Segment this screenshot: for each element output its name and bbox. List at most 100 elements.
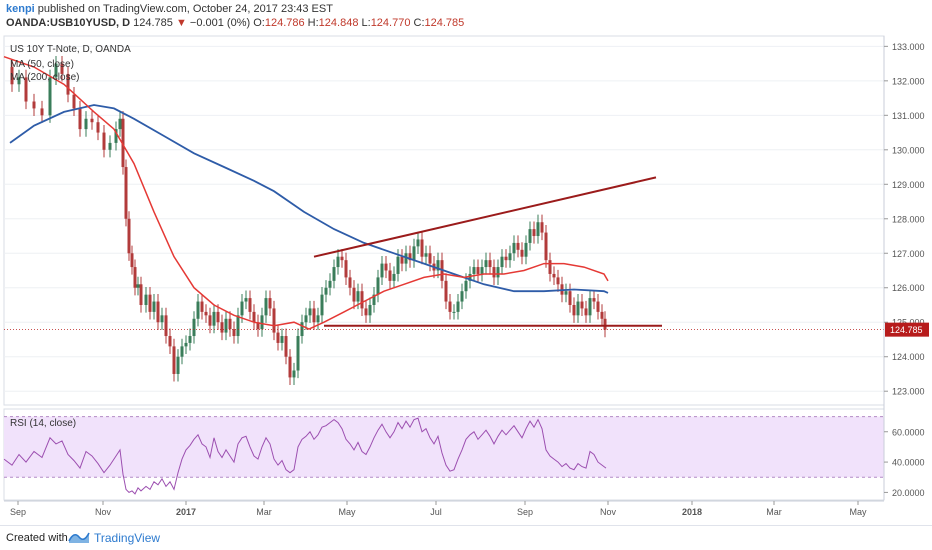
candle[interactable] — [102, 132, 106, 150]
candle[interactable] — [260, 315, 264, 330]
candle[interactable] — [416, 239, 420, 247]
candle[interactable] — [428, 253, 432, 264]
candle[interactable] — [144, 294, 148, 305]
candle[interactable] — [580, 301, 584, 309]
candle[interactable] — [476, 267, 480, 274]
candle[interactable] — [520, 249, 524, 257]
candle[interactable] — [10, 67, 14, 85]
candle[interactable] — [296, 336, 300, 371]
candle[interactable] — [420, 239, 424, 257]
candle[interactable] — [304, 315, 308, 323]
candle[interactable] — [172, 346, 176, 374]
candle[interactable] — [204, 311, 208, 316]
candle[interactable] — [78, 108, 82, 130]
candle[interactable] — [320, 294, 324, 316]
ma200-line[interactable] — [9, 104, 609, 294]
candle[interactable] — [264, 298, 268, 316]
candle[interactable] — [256, 322, 260, 330]
candle[interactable] — [424, 253, 428, 257]
candle[interactable] — [404, 253, 408, 264]
candle[interactable] — [240, 301, 244, 316]
tradingview-brand-link[interactable]: TradingView — [94, 531, 161, 545]
candle[interactable] — [488, 260, 492, 268]
candle[interactable] — [284, 336, 288, 357]
candle[interactable] — [184, 342, 188, 347]
candle[interactable] — [180, 346, 184, 357]
candle[interactable] — [133, 267, 137, 288]
candle[interactable] — [392, 273, 396, 281]
candle[interactable] — [328, 280, 332, 288]
candle[interactable] — [512, 242, 516, 254]
candle[interactable] — [152, 301, 156, 312]
candle[interactable] — [480, 267, 484, 274]
candle[interactable] — [592, 298, 596, 302]
candle[interactable] — [484, 260, 488, 268]
candle[interactable] — [272, 308, 276, 333]
rsi-line[interactable] — [3, 417, 607, 495]
candle[interactable] — [516, 242, 520, 250]
candle[interactable] — [448, 301, 452, 312]
price-pane[interactable] — [3, 35, 885, 406]
candle[interactable] — [220, 322, 224, 333]
candle[interactable] — [408, 253, 412, 261]
candle[interactable] — [600, 311, 604, 319]
candle[interactable] — [192, 318, 196, 337]
candle[interactable] — [584, 308, 588, 316]
candle[interactable] — [452, 311, 456, 313]
candle[interactable] — [148, 294, 152, 312]
candle[interactable] — [336, 256, 340, 268]
candle[interactable] — [376, 277, 380, 295]
candle[interactable] — [468, 273, 472, 281]
candle[interactable] — [596, 301, 600, 312]
candle[interactable] — [124, 167, 128, 219]
candle[interactable] — [500, 256, 504, 268]
candle[interactable] — [60, 63, 64, 74]
candle[interactable] — [90, 118, 94, 123]
candle[interactable] — [300, 322, 304, 337]
candle[interactable] — [118, 118, 122, 130]
ma200-legend[interactable]: MA (200, close) — [10, 72, 79, 83]
candle[interactable] — [312, 308, 316, 323]
candle[interactable] — [316, 315, 320, 323]
candle[interactable] — [556, 277, 560, 285]
candle[interactable] — [252, 311, 256, 323]
candle[interactable] — [130, 253, 134, 268]
candle[interactable] — [232, 329, 236, 337]
candle[interactable] — [40, 108, 44, 116]
candle[interactable] — [84, 118, 88, 130]
candle[interactable] — [200, 301, 204, 312]
candle[interactable] — [216, 311, 220, 323]
candle[interactable] — [444, 280, 448, 302]
candle[interactable] — [114, 129, 118, 143]
candle[interactable] — [368, 304, 372, 316]
candle[interactable] — [564, 291, 568, 295]
candle[interactable] — [164, 315, 168, 337]
candle[interactable] — [32, 101, 36, 109]
candle[interactable] — [508, 253, 512, 261]
candle[interactable] — [17, 77, 21, 85]
candle[interactable] — [460, 291, 464, 302]
candle[interactable] — [340, 256, 344, 261]
ma50-line[interactable] — [3, 55, 609, 330]
candle[interactable] — [576, 301, 580, 316]
candle[interactable] — [384, 263, 388, 271]
candle[interactable] — [436, 260, 440, 271]
candle[interactable] — [96, 122, 100, 133]
candle[interactable] — [54, 63, 58, 78]
candle[interactable] — [208, 315, 212, 326]
candle[interactable] — [572, 304, 576, 316]
candle[interactable] — [139, 284, 143, 305]
candle[interactable] — [504, 256, 508, 261]
candle[interactable] — [24, 77, 28, 102]
candle[interactable] — [356, 291, 360, 302]
candle[interactable] — [332, 267, 336, 281]
candle[interactable] — [156, 301, 160, 323]
rsi-legend[interactable]: RSI (14, close) — [10, 418, 76, 429]
candle[interactable] — [308, 308, 312, 316]
candle[interactable] — [400, 256, 404, 264]
candle[interactable] — [472, 267, 476, 274]
candle[interactable] — [496, 267, 500, 278]
candle[interactable] — [380, 263, 384, 278]
author-name[interactable]: kenpi — [6, 3, 35, 15]
